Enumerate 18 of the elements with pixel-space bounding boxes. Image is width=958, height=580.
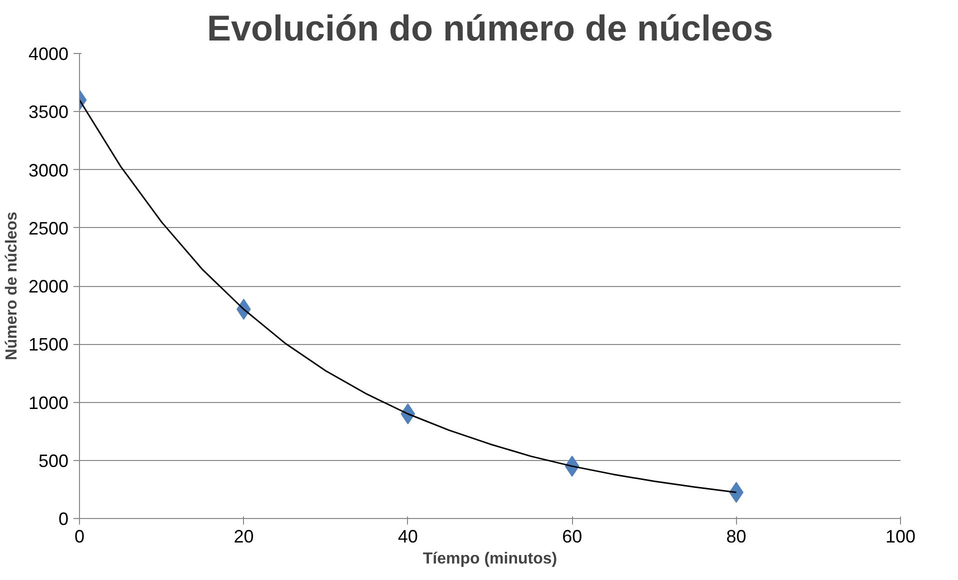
x-tick-label: 60	[562, 526, 582, 546]
y-tick-label: 1000	[28, 392, 69, 413]
y-tick-label: 1500	[28, 334, 69, 355]
y-tick-label: 2500	[28, 218, 69, 238]
x-tick-label: 100	[885, 526, 916, 546]
x-tick-label: 40	[398, 526, 418, 546]
y-tick-label: 3000	[28, 160, 69, 180]
y-tick-label: 2000	[28, 276, 69, 296]
x-axis-title: Tíempo (minutos)	[422, 550, 558, 568]
chart-title: Evolución do número de núcleos	[206, 8, 774, 48]
x-tick-label: 0	[74, 526, 85, 546]
y-axis-title: Número de núcleos	[3, 212, 20, 360]
y-tick-label: 4000	[28, 44, 69, 64]
x-tick-label: 20	[234, 526, 254, 546]
y-tick-label: 0	[58, 509, 69, 529]
y-tick-label: 500	[38, 450, 69, 471]
x-tick-label: 80	[726, 526, 746, 546]
y-tick-label: 3500	[28, 102, 69, 122]
